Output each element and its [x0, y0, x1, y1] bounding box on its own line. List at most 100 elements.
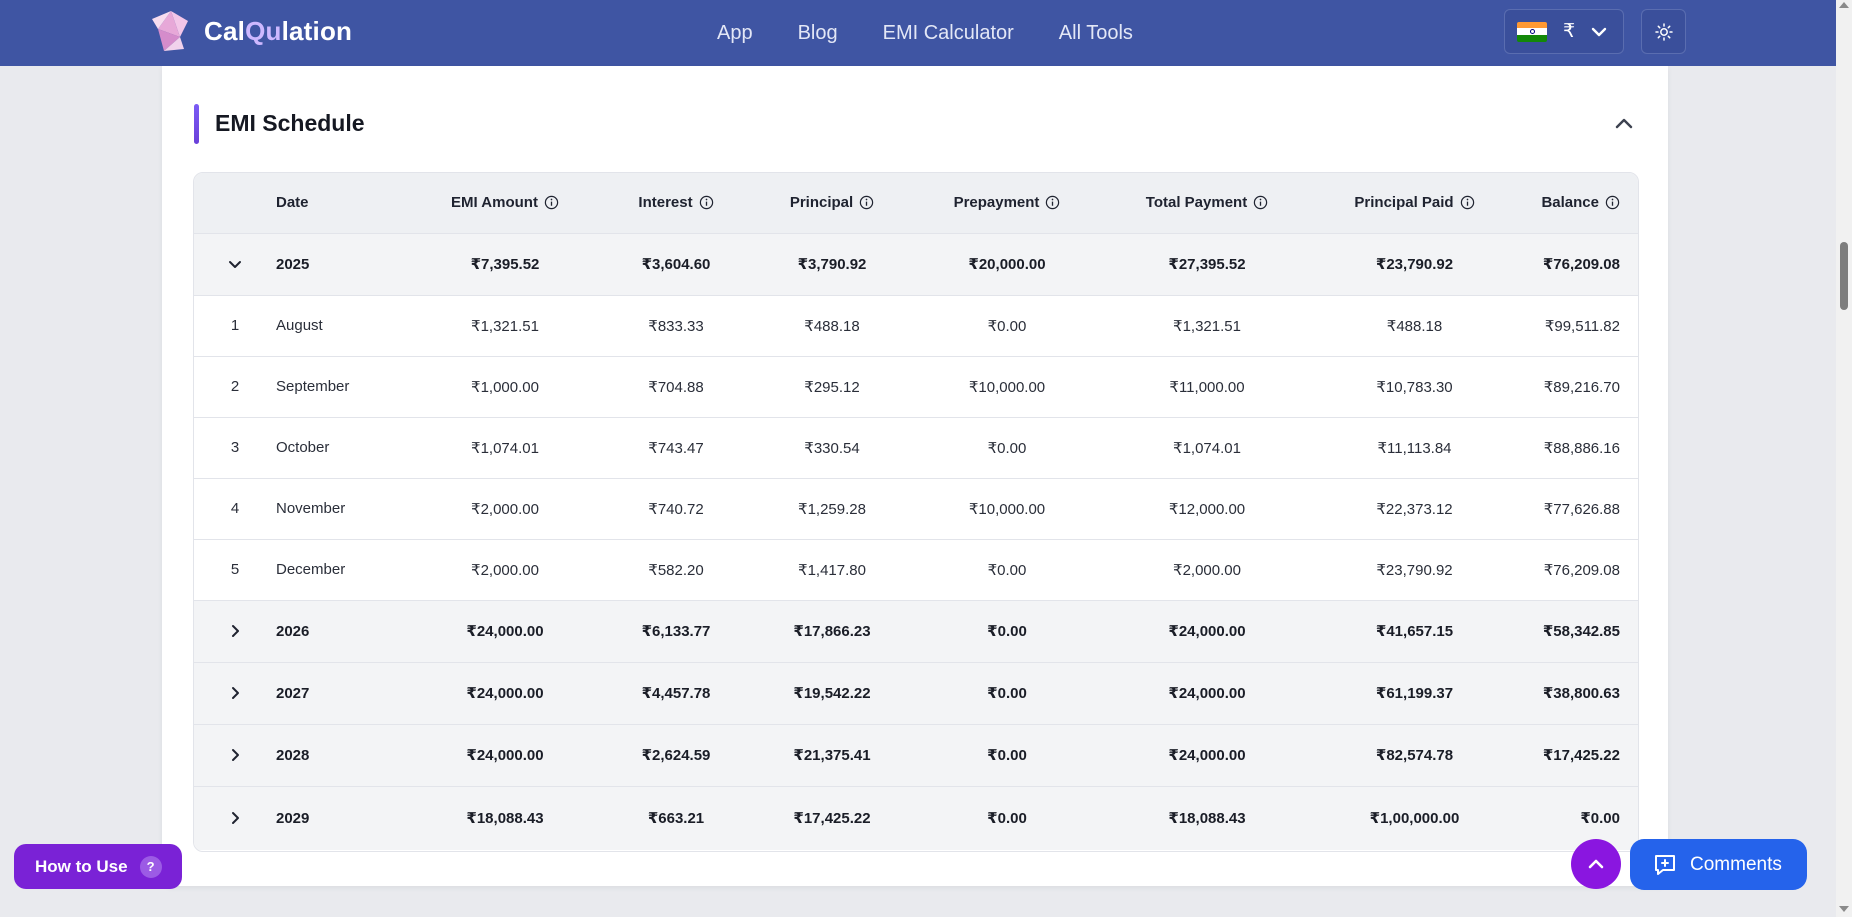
cell-balance: ₹58,342.85 [1542, 623, 1620, 640]
info-icon[interactable] [1045, 195, 1060, 210]
chevron-up-icon [1588, 859, 1604, 869]
cell-balance: ₹77,626.88 [1543, 500, 1620, 518]
column-header-total-payment: Total Payment [1112, 173, 1302, 233]
cell-prepayment: ₹0.00 [987, 317, 1027, 335]
row-toggle[interactable] [194, 724, 276, 786]
nav-link-app[interactable]: App [717, 21, 753, 44]
cell-prepayment: ₹10,000.00 [968, 378, 1046, 396]
cell-prepayment: ₹10,000.00 [968, 500, 1046, 518]
chevron-right-icon [232, 625, 239, 638]
info-icon[interactable] [859, 195, 874, 210]
cell-balance: ₹88,886.16 [1543, 439, 1620, 457]
cell-index: 4 [230, 500, 240, 517]
cell-principal-paid: ₹41,657.15 [1375, 623, 1454, 640]
cell-date: 2028 [276, 746, 310, 764]
table-header-row: Date EMI Amount Interest Principal Prepa… [194, 173, 1638, 233]
cell-total-payment: ₹24,000.00 [1168, 747, 1246, 764]
india-flag-icon [1517, 21, 1547, 42]
scroll-up-arrow-icon[interactable] [1839, 2, 1849, 8]
cell-prepayment: ₹0.00 [987, 747, 1027, 764]
row-toggle[interactable] [194, 786, 276, 850]
cell-index: 3 [230, 439, 240, 456]
row-toggle[interactable] [194, 233, 276, 295]
cell-principal-paid: ₹10,783.30 [1376, 378, 1453, 396]
comments-button[interactable]: Comments [1630, 839, 1807, 890]
emi-schedule-table: Date EMI Amount Interest Principal Prepa… [193, 172, 1639, 852]
scroll-to-top-button[interactable] [1571, 839, 1621, 889]
table-row-year-2027[interactable]: 2027 ₹24,000.00 ₹4,457.78 ₹19,542.22 ₹0.… [194, 662, 1638, 724]
top-navigation-bar: CalQulation App Blog EMI Calculator All … [0, 0, 1836, 66]
cell-date: 2029 [276, 809, 310, 827]
cell-total-payment: ₹24,000.00 [1168, 623, 1246, 640]
scroll-down-arrow-icon[interactable] [1839, 906, 1849, 912]
cell-principal-paid: ₹61,199.37 [1375, 685, 1454, 702]
comments-label: Comments [1690, 853, 1782, 875]
question-icon: ? [139, 855, 162, 878]
table-row-year-2026[interactable]: 2026 ₹24,000.00 ₹6,133.77 ₹17,866.23 ₹0.… [194, 600, 1638, 662]
section-accent-bar [194, 104, 199, 144]
section-title: EMI Schedule [215, 110, 365, 136]
cell-emi-amount: ₹1,000.00 [471, 378, 539, 396]
table-row-year-2028[interactable]: 2028 ₹24,000.00 ₹2,624.59 ₹21,375.41 ₹0.… [194, 724, 1638, 786]
chevron-right-icon [232, 749, 239, 762]
cell-total-payment: ₹27,395.52 [1168, 256, 1246, 273]
nav-link-all-tools[interactable]: All Tools [1058, 21, 1133, 44]
cell-emi-amount: ₹24,000.00 [466, 623, 544, 640]
cell-date: 2026 [276, 622, 310, 640]
cell-balance: ₹38,800.63 [1542, 685, 1620, 702]
nav-link-emi-calculator[interactable]: EMI Calculator [882, 21, 1014, 44]
cell-balance: ₹17,425.22 [1542, 747, 1620, 764]
cell-principal-paid: ₹22,373.12 [1376, 500, 1453, 518]
cell-interest: ₹740.72 [648, 500, 704, 518]
cell-total-payment: ₹24,000.00 [1168, 685, 1246, 702]
chevron-up-icon[interactable] [1610, 110, 1638, 138]
cell-principal-paid: ₹23,790.92 [1376, 561, 1453, 579]
cell-principal: ₹19,542.22 [793, 685, 871, 702]
scrollbar-thumb[interactable] [1840, 242, 1848, 310]
cell-date: September [276, 378, 350, 395]
info-icon[interactable] [1605, 195, 1620, 210]
currency-symbol: ₹ [1563, 21, 1576, 42]
cell-prepayment: ₹0.00 [987, 561, 1027, 579]
cell-principal: ₹3,790.92 [797, 256, 867, 273]
table-row-month: 2 September ₹1,000.00 ₹704.88 ₹295.12 ₹1… [194, 356, 1638, 417]
cell-emi-amount: ₹24,000.00 [466, 685, 544, 702]
cell-balance: ₹99,511.82 [1544, 317, 1620, 335]
cell-principal: ₹1,259.28 [798, 500, 866, 518]
cell-prepayment: ₹0.00 [987, 623, 1027, 640]
brand-name: CalQulation [204, 15, 353, 46]
cell-total-payment: ₹1,074.01 [1173, 439, 1241, 457]
cell-date: October [276, 439, 330, 456]
how-to-use-button[interactable]: How to Use ? [14, 844, 182, 889]
how-to-use-label: How to Use [35, 856, 128, 876]
currency-selector[interactable]: ₹ [1504, 9, 1624, 54]
table-row-year-2025[interactable]: 2025 ₹7,395.52 ₹3,604.60 ₹3,790.92 ₹20,0… [194, 233, 1638, 295]
brand-logo[interactable]: CalQulation [150, 7, 352, 55]
emi-schedule-card: EMI Schedule Date EMI Amount Interest Pr… [162, 66, 1668, 886]
info-icon[interactable] [1460, 195, 1475, 210]
row-toggle[interactable] [194, 662, 276, 724]
cell-principal-paid: ₹23,790.92 [1375, 256, 1454, 273]
cell-interest: ₹6,133.77 [641, 623, 711, 640]
cell-prepayment: ₹0.00 [987, 685, 1027, 702]
cell-principal-paid: ₹1,00,000.00 [1369, 810, 1460, 828]
cell-balance: ₹76,209.08 [1542, 256, 1620, 273]
info-icon[interactable] [1253, 195, 1268, 210]
theme-toggle-button[interactable] [1641, 9, 1686, 54]
table-row-year-2029[interactable]: 2029 ₹18,088.43 ₹663.21 ₹17,425.22 ₹0.00… [194, 786, 1638, 850]
column-header-date: Date [276, 194, 309, 212]
row-toggle[interactable] [194, 600, 276, 662]
cell-total-payment: ₹18,088.43 [1168, 810, 1246, 828]
cell-emi-amount: ₹1,074.01 [471, 439, 539, 457]
info-icon[interactable] [699, 195, 714, 210]
table-row-month: 5 December ₹2,000.00 ₹582.20 ₹1,417.80 ₹… [194, 539, 1638, 600]
cell-date: December [276, 561, 346, 578]
cell-principal-paid: ₹11,113.84 [1377, 439, 1452, 457]
page-scrollbar[interactable] [1836, 0, 1852, 917]
nav-link-blog[interactable]: Blog [797, 21, 838, 44]
cell-index: 5 [230, 561, 240, 578]
column-header-balance: Balance [1527, 173, 1638, 233]
column-header-interest: Interest [590, 173, 762, 233]
table-row-month: 4 November ₹2,000.00 ₹740.72 ₹1,259.28 ₹… [194, 478, 1638, 539]
info-icon[interactable] [544, 195, 559, 210]
